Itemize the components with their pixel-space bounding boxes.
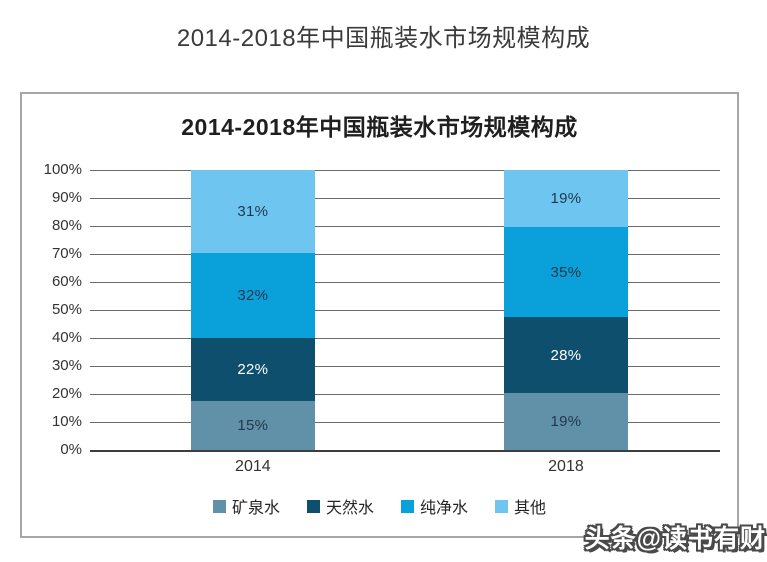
bar-segment-天然水-2014: 22% [190,337,315,402]
gridline [90,254,720,255]
gridline [90,394,720,395]
legend-item-天然水: 天然水 [306,494,374,518]
bar-segment-天然水-2018: 28% [503,317,629,394]
legend-label: 天然水 [325,500,374,517]
y-tick-label: 40% [51,329,82,346]
gridline [90,226,720,227]
watermark: 头条@读书有财 [584,525,766,553]
bar-segment-其他-2018: 19% [503,170,629,227]
page-title: 2014-2018年中国瓶装水市场规模构成 [176,25,591,52]
bar-segment-纯净水-2018: 35% [503,226,629,318]
gridline [90,338,720,339]
legend-swatch-icon [212,499,226,513]
bar-segment-矿泉水-2018: 19% [503,393,629,450]
legend-label: 纯净水 [420,500,469,517]
legend-label: 其他 [514,500,547,517]
legend-label: 矿泉水 [231,500,280,517]
y-tick-label: 20% [51,385,82,402]
legend: 矿泉水 天然水 纯净水 其他 [22,494,737,518]
stacked-bar-2014: 31% 32% 22% 15% [190,170,315,450]
plot-area: 100% 90% 80% 70% 60% 50% 40% 30% 20% 10% 0% 31% 32%… [44,161,720,475]
legend-item-矿泉水: 矿泉水 [212,494,280,518]
y-tick-label: 10% [51,413,82,430]
y-tick-label: 100% [43,161,82,178]
gridline [90,282,720,283]
gridline [90,366,720,367]
gridline [90,198,720,199]
legend-swatch-icon [306,499,320,513]
bar-segment-矿泉水-2014: 15% [190,401,315,450]
stacked-bar-2018: 19% 35% 28% 19% [503,170,629,450]
legend-item-其他: 其他 [495,494,546,518]
y-tick-label: 50% [51,301,82,318]
gridline [90,310,720,311]
legend-swatch-icon [495,499,509,513]
gridline [90,422,720,423]
y-tick-label: 70% [51,245,82,262]
chart-panel: 2014-2018年中国瓶装水市场规模构成 100% 90% 80% 70% 60% 50… [20,92,739,538]
y-tick-label: 90% [51,189,82,206]
x-tick-label: 2014 [235,458,271,475]
y-tick-label: 60% [51,273,82,290]
bar-segment-其他-2014: 31% [190,170,315,253]
gridline [90,450,720,452]
chart-title: 2014-2018年中国瓶装水市场规模构成 [181,114,578,140]
legend-swatch-icon [401,499,414,513]
bar-segment-纯净水-2014: 32% [190,252,315,338]
y-tick-label: 0% [60,441,82,458]
y-tick-label: 30% [51,357,82,374]
legend-item-纯净水: 纯净水 [401,494,468,518]
gridline [90,170,720,171]
y-tick-label: 80% [51,217,82,234]
x-tick-label: 2018 [548,458,584,475]
